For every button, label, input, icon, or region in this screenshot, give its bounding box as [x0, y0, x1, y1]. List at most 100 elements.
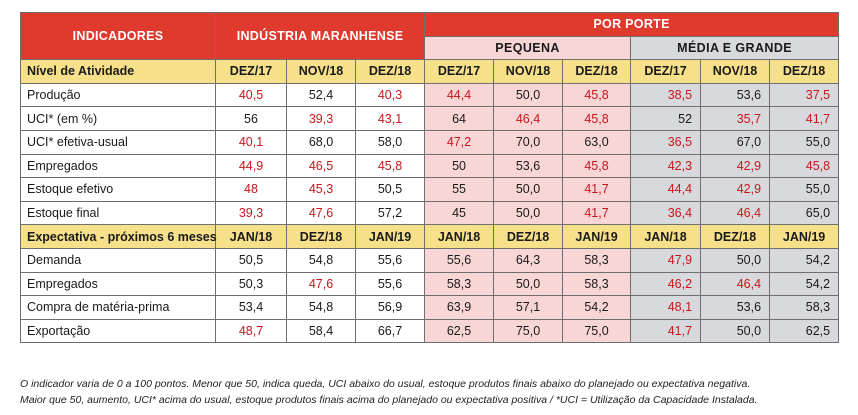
value-cell: 55,0 [769, 177, 840, 202]
value-cell: 55 [424, 177, 495, 202]
value-cell: 48 [215, 177, 287, 202]
value-cell: 68,0 [286, 129, 356, 155]
period-header: JAN/18 [215, 224, 287, 249]
value-cell: 52 [630, 106, 702, 131]
row-label: UCI* efetiva-usual [20, 129, 216, 155]
value-cell: 54,8 [286, 247, 356, 273]
value-cell: 46,4 [700, 200, 771, 226]
value-cell: 62,5 [769, 318, 840, 344]
table-row: UCI* (em %) 56 39,3 43,1 64 46,4 45,8 52 35,7 41,… [20, 106, 840, 131]
period-header: DEZ/17 [215, 59, 287, 84]
value-cell: 44,9 [215, 153, 287, 179]
value-cell: 41,7 [630, 318, 702, 344]
value-cell: 39,3 [215, 200, 287, 226]
value-cell: 63,9 [424, 295, 495, 320]
section-title: Nível de Atividade [20, 59, 216, 84]
value-cell: 40,5 [215, 82, 287, 108]
row-label: UCI* (em %) [20, 106, 216, 131]
value-cell: 56 [215, 106, 287, 131]
value-cell: 46,2 [630, 271, 702, 297]
value-cell: 67,0 [700, 129, 771, 155]
value-cell: 52,4 [286, 82, 356, 108]
value-cell: 53,6 [700, 82, 771, 108]
value-cell: 50,5 [354, 177, 426, 202]
value-cell: 50,0 [700, 318, 771, 344]
value-cell: 54,2 [769, 247, 840, 273]
value-cell: 40,1 [215, 129, 287, 155]
row-label: Estoque efetivo [20, 177, 216, 202]
value-cell: 70,0 [493, 129, 564, 155]
value-cell: 50,3 [215, 271, 287, 297]
header-por-porte: POR PORTE [424, 12, 840, 37]
value-cell: 63,0 [562, 129, 632, 155]
value-cell: 53,6 [493, 153, 564, 179]
value-cell: 50,0 [493, 177, 564, 202]
period-header: JAN/18 [630, 224, 702, 249]
footnote: O indicador varia de 0 a 100 pontos. Men… [20, 376, 840, 408]
period-header: DEZ/18 [562, 59, 632, 84]
value-cell: 54,2 [562, 295, 632, 320]
value-cell: 50 [424, 153, 495, 179]
value-cell: 54,2 [769, 271, 840, 297]
value-cell: 47,2 [424, 129, 495, 155]
value-cell: 42,3 [630, 153, 702, 179]
value-cell: 58,0 [354, 129, 426, 155]
value-cell: 58,4 [286, 318, 356, 344]
value-cell: 45,8 [562, 106, 632, 131]
value-cell: 35,7 [700, 106, 771, 131]
value-cell: 53,4 [215, 295, 287, 320]
value-cell: 50,0 [700, 247, 771, 273]
value-cell: 40,3 [354, 82, 426, 108]
value-cell: 45,8 [562, 82, 632, 108]
table-row: Empregados 44,9 46,5 45,8 50 53,6 45,8 42,3 42,9… [20, 153, 840, 179]
value-cell: 42,9 [700, 153, 771, 179]
value-cell: 47,6 [286, 200, 356, 226]
period-header: JAN/19 [769, 224, 840, 249]
header-industria: INDÚSTRIA MARANHENSE [214, 11, 426, 61]
period-header: DEZ/17 [630, 59, 702, 84]
value-cell: 75,0 [493, 318, 564, 344]
value-cell: 45,3 [286, 177, 356, 202]
table-row: Produção 40,5 52,4 40,3 44,4 50,0 45,8 38,5 53,6… [20, 82, 840, 108]
table-row: Estoque efetivo 48 45,3 50,5 55 50,0 41,7 44,4 4… [20, 177, 840, 202]
value-cell: 41,7 [562, 200, 632, 226]
row-label: Produção [20, 82, 216, 108]
period-header: JAN/19 [354, 224, 426, 249]
row-label: Compra de matéria-prima [20, 295, 216, 320]
value-cell: 50,5 [215, 247, 287, 273]
value-cell: 57,1 [493, 295, 564, 320]
value-cell: 62,5 [424, 318, 495, 344]
value-cell: 58,3 [424, 271, 495, 297]
value-cell: 54,8 [286, 295, 356, 320]
value-cell: 46,5 [286, 153, 356, 179]
table-row: Compra de matéria-prima 53,4 54,8 56,9 63,9 5… [20, 295, 840, 320]
indicators-table: INDICADORES INDÚSTRIA MARANHENSE POR POR… [20, 11, 840, 344]
period-header: DEZ/18 [700, 224, 771, 249]
period-header: DEZ/18 [354, 59, 426, 84]
period-header: DEZ/18 [769, 59, 840, 84]
section-header-row: Expectativa - próximos 6 meses JAN/18 DEZ/… [20, 224, 840, 249]
header-indicadores: INDICADORES [20, 11, 216, 61]
value-cell: 58,3 [562, 247, 632, 273]
value-cell: 36,4 [630, 200, 702, 226]
value-cell: 75,0 [562, 318, 632, 344]
value-cell: 53,6 [700, 295, 771, 320]
value-cell: 39,3 [286, 106, 356, 131]
row-label: Estoque final [20, 200, 216, 226]
row-label: Demanda [20, 247, 216, 273]
period-header: NOV/18 [286, 59, 356, 84]
value-cell: 46,4 [493, 106, 564, 131]
period-header: JAN/19 [562, 224, 632, 249]
value-cell: 45,8 [769, 153, 840, 179]
period-header: NOV/18 [493, 59, 564, 84]
value-cell: 46,4 [700, 271, 771, 297]
section-title: Expectativa - próximos 6 meses [20, 224, 217, 249]
value-cell: 47,9 [630, 247, 702, 273]
indicators-table-container: INDICADORES INDÚSTRIA MARANHENSE POR POR… [20, 11, 840, 344]
period-header: DEZ/18 [286, 224, 356, 249]
value-cell: 57,2 [354, 200, 426, 226]
value-cell: 56,9 [354, 295, 426, 320]
value-cell: 58,3 [769, 295, 840, 320]
value-cell: 50,0 [493, 271, 564, 297]
table-row: Exportação 48,7 58,4 66,7 62,5 75,0 75,0 41,7 50… [20, 318, 840, 344]
